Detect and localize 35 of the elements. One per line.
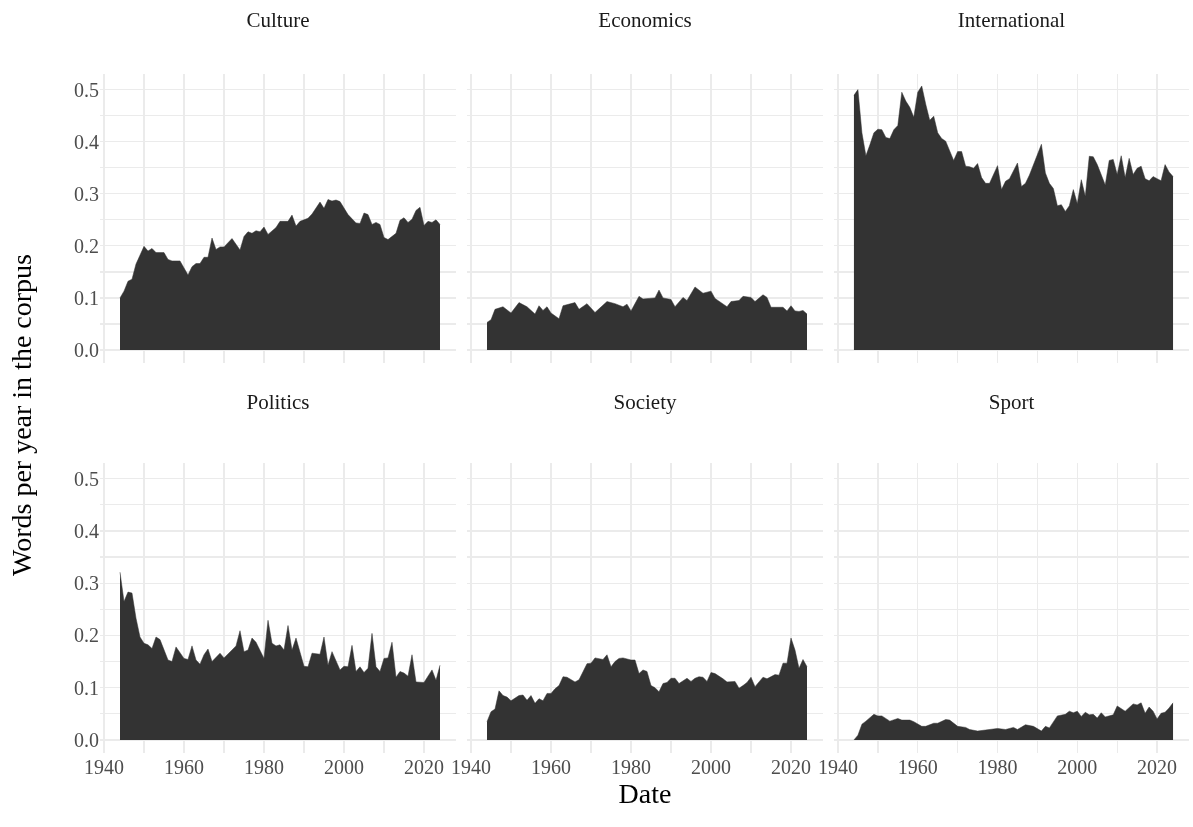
chart-title: Culture	[246, 7, 310, 32]
x-tick-label: 1980	[244, 756, 284, 778]
x-tick-label: 1940	[817, 756, 858, 778]
x-tick-label: 2020	[1137, 756, 1178, 778]
x-tick-label: 2020	[404, 756, 444, 778]
x-tick-label: 2000	[691, 756, 731, 778]
y-axis-title: Words per year in the corpus	[6, 254, 38, 576]
x-tick-label: 1960	[897, 756, 938, 778]
x-tick-label: 1960	[531, 756, 571, 778]
x-tick-label: 2000	[324, 756, 364, 778]
y-tick-label: 0.5	[74, 78, 99, 101]
y-tick-label: 0.3	[74, 182, 99, 205]
y-tick-label: 0.0	[74, 728, 99, 751]
chart-title: Economics	[598, 7, 692, 32]
x-tick-label: 2000	[1057, 756, 1098, 778]
x-tick-label: 1960	[164, 756, 204, 778]
y-tick-label: 0.2	[74, 624, 99, 647]
y-tick-label: 0.2	[74, 234, 99, 257]
x-axis-title: Date	[618, 778, 672, 810]
y-tick-label: 0.4	[74, 519, 99, 542]
x-tick-label: 1980	[977, 756, 1018, 778]
y-tick-label: 0.1	[74, 676, 99, 699]
x-tick-label: 1940	[451, 756, 491, 778]
y-tick-label: 0.4	[74, 130, 99, 153]
chart-title: Society	[613, 389, 677, 414]
chart-title: Sport	[988, 389, 1035, 414]
chart-title: Politics	[246, 389, 310, 414]
chart-title: International	[957, 7, 1066, 32]
y-tick-label: 0.3	[74, 572, 99, 595]
x-tick-label: 1980	[611, 756, 651, 778]
x-tick-label: 2020	[771, 756, 811, 778]
y-tick-label: 0.5	[74, 467, 99, 490]
x-tick-label: 1940	[84, 756, 124, 778]
y-tick-label: 0.0	[74, 338, 99, 361]
y-tick-label: 0.1	[74, 286, 99, 309]
